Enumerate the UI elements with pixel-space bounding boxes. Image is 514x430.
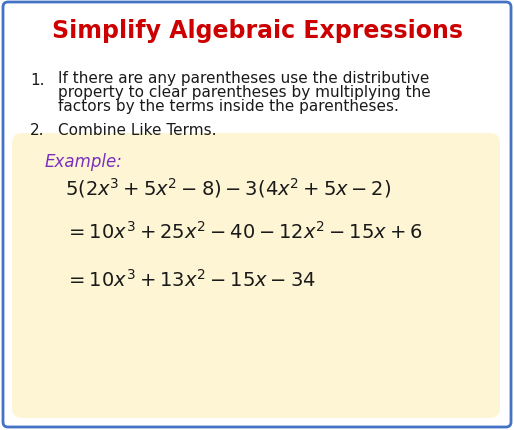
Text: 1.: 1. <box>30 73 45 88</box>
FancyBboxPatch shape <box>12 134 500 418</box>
Text: property to clear parentheses by multiplying the: property to clear parentheses by multipl… <box>58 85 431 100</box>
Text: $=10x^3+25x^2-40-12x^2-15x+6$: $=10x^3+25x^2-40-12x^2-15x+6$ <box>65 221 423 243</box>
Text: $5\left(2x^3+5x^2-8\right)-3\left(4x^2+5x-2\right)$: $5\left(2x^3+5x^2-8\right)-3\left(4x^2+5… <box>65 175 391 200</box>
FancyBboxPatch shape <box>3 3 511 427</box>
Text: 2.: 2. <box>30 123 45 138</box>
Text: $=10x^3+13x^2-15x-34$: $=10x^3+13x^2-15x-34$ <box>65 268 316 290</box>
Text: Simplify Algebraic Expressions: Simplify Algebraic Expressions <box>51 19 463 43</box>
Text: Example:: Example: <box>45 153 123 171</box>
Text: If there are any parentheses use the distributive: If there are any parentheses use the dis… <box>58 71 429 86</box>
Text: Combine Like Terms.: Combine Like Terms. <box>58 123 216 138</box>
Text: factors by the terms inside the parentheses.: factors by the terms inside the parenthe… <box>58 99 399 114</box>
